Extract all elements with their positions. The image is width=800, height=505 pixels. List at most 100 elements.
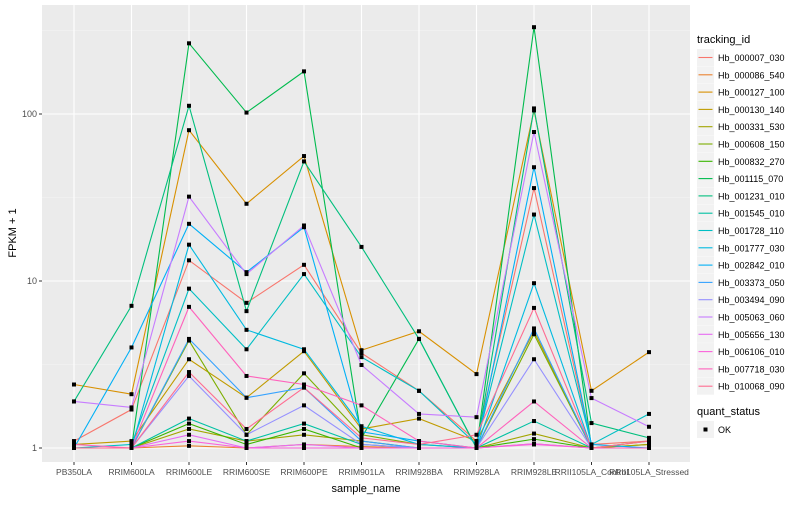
data-point [589,446,594,450]
x-tick-label: RRII105LA_Control [555,467,629,477]
data-point [187,103,191,108]
y-axis: 1 10 100 [22,109,42,453]
data-point [359,351,364,356]
data-point [302,442,306,447]
data-point [359,435,364,440]
data-point [302,403,306,408]
legend-label: Hb_001115_070 [718,174,783,184]
legend-label: Hb_001777_030 [718,243,785,253]
data-point [532,212,536,217]
data-point [647,442,651,447]
data-point [129,439,134,444]
data-point [187,432,191,437]
data-point [474,439,479,444]
data-point [244,442,249,447]
legend-label: Hb_005656_130 [718,330,785,340]
legend-label: Hb_000007_030 [718,53,785,63]
data-point [302,385,306,390]
data-point [129,446,134,450]
data-point [129,303,134,308]
data-point [302,154,306,159]
data-point [72,446,76,450]
data-point [532,399,536,404]
data-point [302,432,306,437]
legend-label: Hb_001545_010 [718,209,785,219]
legend-label: Hb_001728_110 [718,226,784,236]
data-point [532,186,536,191]
data-point [244,309,249,314]
data-point [187,416,191,421]
y-tick-label: 10 [27,276,37,286]
data-point [244,373,249,378]
data-point [187,304,191,309]
data-point [589,388,594,393]
data-point [129,442,134,447]
legend-label: Hb_007718_030 [718,364,785,374]
data-point [359,363,364,368]
data-point [532,281,536,286]
data-point [474,442,479,447]
data-point [647,439,651,444]
data-point [359,424,364,429]
legend-title: tracking_id [697,34,750,46]
x-tick-label: RRIM928BA [395,467,443,477]
data-point [244,439,249,444]
data-point [302,69,306,74]
legend-shape-label: OK [718,425,731,435]
data-point [187,357,191,362]
data-point [302,382,306,387]
data-point [532,419,536,424]
data-point [129,405,134,410]
data-point [532,437,536,442]
legend-point-icon [703,427,708,432]
data-point [187,258,191,263]
x-tick-label: RRIM600PE [280,467,328,477]
data-point [359,244,364,249]
x-tick-label: RRIM901LA [338,467,385,477]
data-point [244,426,249,431]
data-point [187,426,191,431]
data-point [302,426,306,431]
data-point [187,373,191,378]
data-point [187,443,191,448]
data-point [417,442,421,447]
data-point [532,329,536,334]
y-tick-label: 100 [22,109,37,119]
x-tick-label: RRIM928LA [453,467,500,477]
data-point [129,407,134,412]
data-point [532,332,536,337]
data-point [129,392,134,397]
legend-label: Hb_006106_010 [718,347,785,357]
data-point [302,347,306,352]
data-point [302,446,306,450]
data-point [359,348,364,353]
data-point [359,403,364,408]
data-point [244,395,249,400]
series-points [72,25,651,450]
plot-panel [42,5,690,462]
x-axis: PB350LA RRIM600LA RRIM600LE RRIM600SE RRIM60… [56,462,689,477]
data-point [244,446,249,450]
data-point [474,432,479,437]
data-point [187,41,191,46]
data-point [129,345,134,350]
x-axis-title: sample_name [331,483,400,495]
data-point [417,336,421,341]
data-point [532,442,536,447]
data-point [474,415,479,420]
data-point [187,370,191,375]
data-point [187,286,191,291]
legend-label: Hb_000127_100 [718,88,785,98]
x-tick-label: RRIM928LE [511,467,558,477]
data-point [244,347,249,352]
data-point [302,272,306,277]
legend: tracking_id Hb_000007_030 Hb_000086_540 Hb… [697,34,785,438]
data-point [244,432,249,437]
data-point [302,223,306,228]
data-point [474,372,479,377]
legend-label: Hb_005063_060 [718,313,785,323]
data-point [532,431,536,436]
legend-label: Hb_003373_050 [718,278,785,288]
data-point [359,442,364,447]
